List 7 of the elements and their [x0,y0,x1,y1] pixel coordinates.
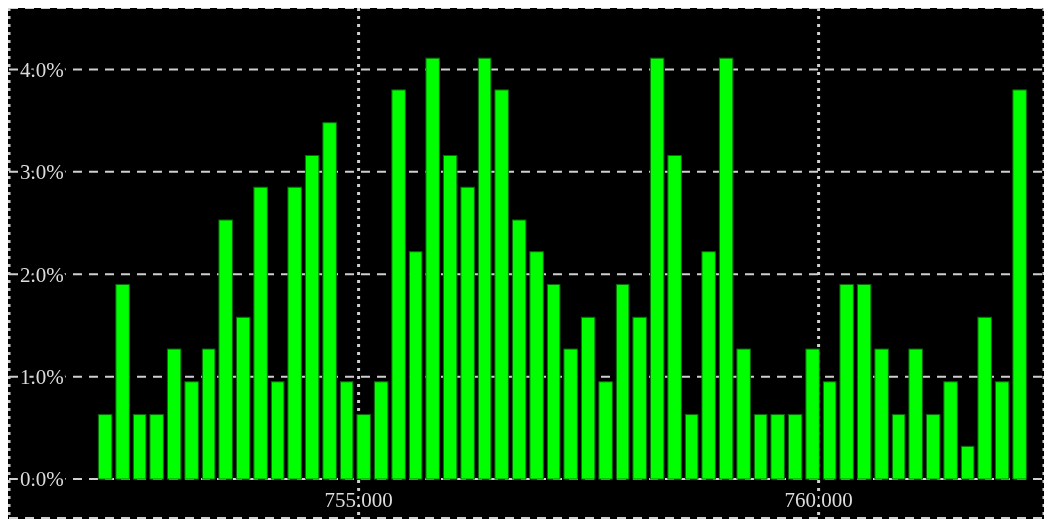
y-tick-label: 4.0% [20,57,64,82]
x-tick-label: 755.000 [324,488,393,512]
y-tick-label: 1.0% [20,365,64,390]
y-tick-label: 0.0% [20,467,64,492]
y-tick-label: 3.0% [20,160,64,185]
y-tick-label: 2.0% [20,262,64,287]
x-tick-label: 760.000 [784,488,853,512]
